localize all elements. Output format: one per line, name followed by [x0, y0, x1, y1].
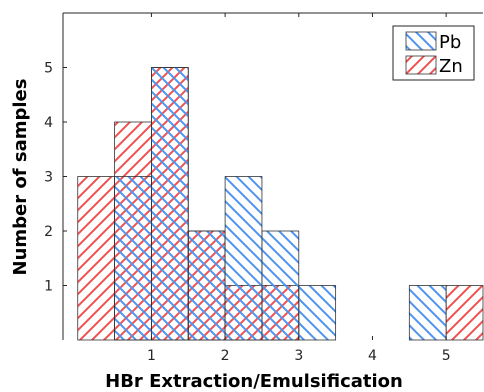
legend-label-zn: Zn: [439, 56, 463, 77]
y-tick-label-1: 1: [44, 279, 53, 295]
bar-zn-6: [445, 285, 484, 341]
bar-pb-2: [187, 230, 226, 341]
axes-layer: 1 2 3 4 5 1 2 3 4 5: [44, 12, 483, 364]
legend: Pb Zn: [392, 25, 475, 81]
x-tick-label-5: 5: [442, 348, 451, 364]
x-tick-label-1: 1: [147, 348, 156, 364]
x-axis-label: HBr Extraction/Emulsification: [105, 371, 403, 392]
bars-layer: [77, 67, 484, 341]
y-tick-label-2: 2: [44, 224, 53, 240]
y-tick-label-3: 3: [44, 170, 53, 186]
legend-swatch-pb: [405, 31, 437, 51]
legend-label-pb: Pb: [439, 32, 461, 53]
bar-pb-4: [261, 230, 300, 341]
bar-pb-3: [224, 176, 263, 341]
legend-swatch-zn: [405, 55, 437, 75]
bar-pb-0: [114, 176, 152, 341]
y-tick-label-5: 5: [44, 61, 53, 77]
y-tick-label-4: 4: [44, 115, 53, 131]
x-tick-label-2: 2: [221, 348, 230, 364]
bar-pb-1: [151, 67, 189, 341]
bar-zn-0: [77, 176, 115, 341]
x-tick-label-3: 3: [294, 348, 303, 364]
y-axis-label: Number of samples: [10, 79, 31, 276]
bar-pb-6: [408, 285, 447, 341]
bar-pb-5: [298, 285, 337, 341]
x-tick-label-4: 4: [368, 348, 377, 364]
